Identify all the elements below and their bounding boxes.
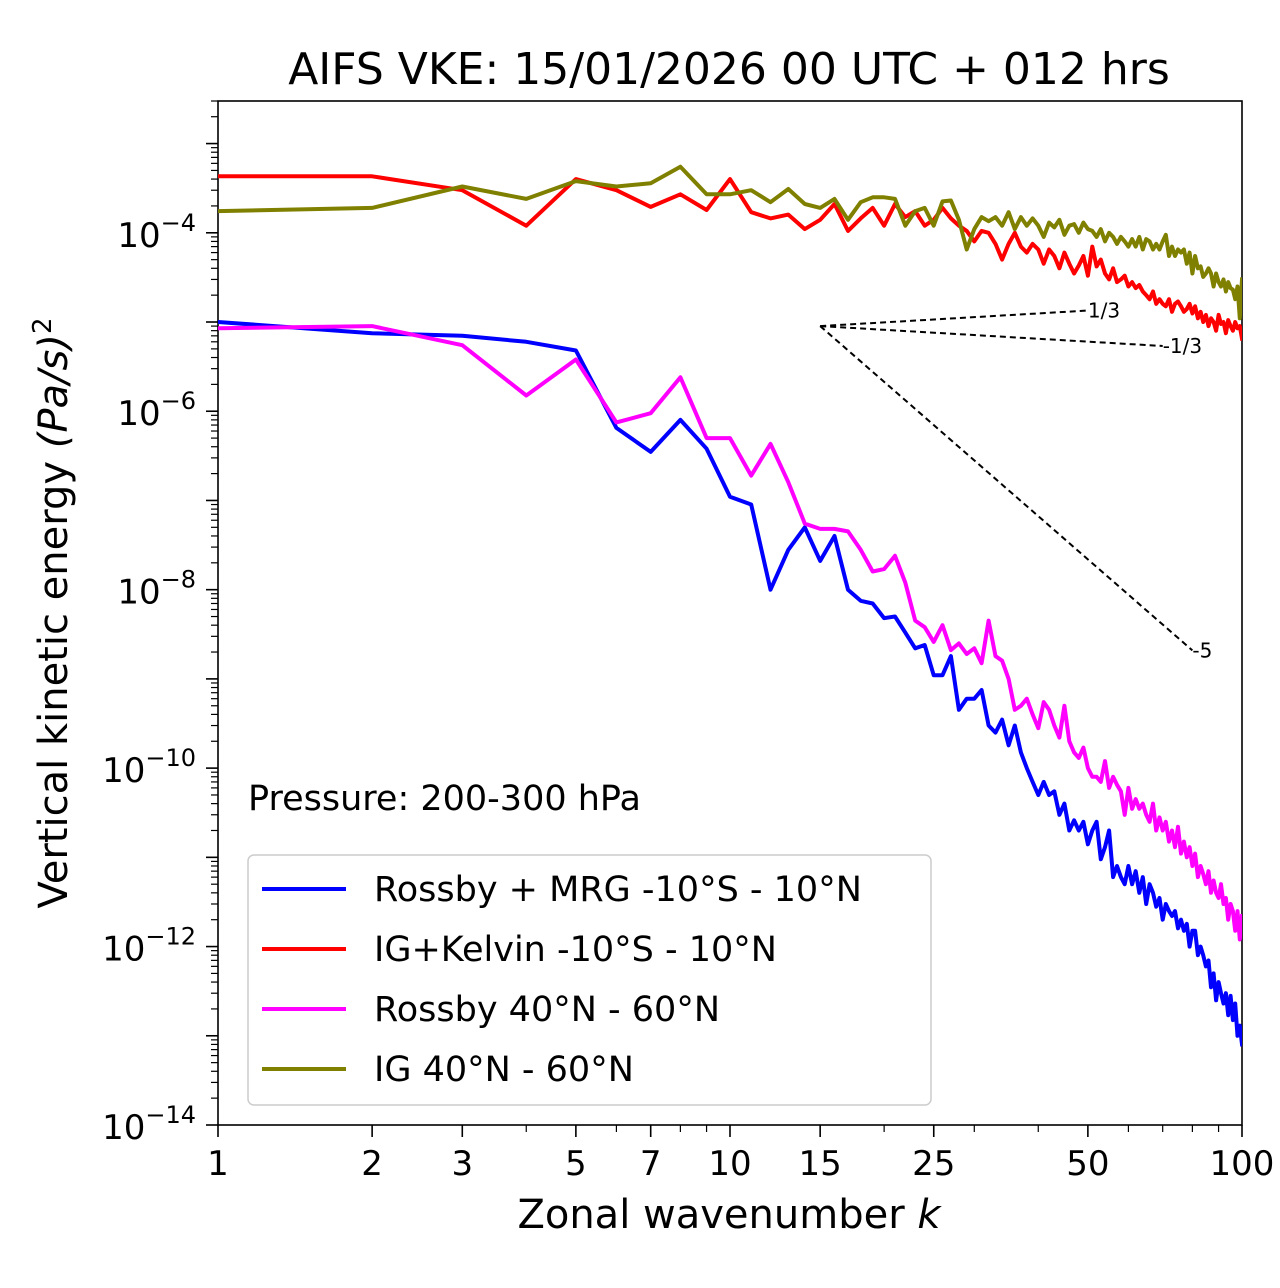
x-tick-label: 7: [640, 1144, 662, 1184]
x-tick-label: 100: [1210, 1144, 1275, 1184]
x-axis-label: Zonal wavenumber k: [517, 1192, 942, 1238]
y-tick-label: 10−4: [117, 209, 196, 256]
y-tick-exponent: −14: [145, 1101, 196, 1129]
legend-frame: [247, 854, 932, 1106]
y-tick-label: 10−6: [117, 387, 196, 434]
y-tick-label: 10−14: [102, 1101, 196, 1148]
x-axis-ticks: 1 2 3 5 7 10 15 25 50 100: [207, 1125, 1274, 1184]
x-tick-label: 3: [451, 1144, 473, 1184]
legend-label: IG 40°N - 60°N: [374, 1050, 634, 1090]
y-tick-label: 10−8: [117, 566, 196, 613]
y-axis-label-text: Vertical kinetic energy: [31, 461, 77, 909]
reference-line-label: -5: [1192, 638, 1212, 662]
legend-label: Rossby + MRG -10°S - 10°N: [374, 870, 862, 910]
reference-line: [820, 325, 1163, 347]
x-tick-label: 50: [1066, 1144, 1109, 1184]
x-tick-label: 10: [708, 1144, 751, 1184]
y-tick-exponent: −12: [145, 923, 196, 951]
y-tick-exponent: −6: [161, 387, 196, 415]
y-axis-label-exponent: 2: [28, 318, 58, 335]
y-tick-exponent: −8: [161, 566, 196, 594]
series-line: [218, 174, 1242, 342]
y-tick-base: 10: [117, 394, 160, 434]
reference-line: [820, 309, 1088, 328]
y-axis-label: Vertical kinetic energy (Pa/s)2: [28, 318, 77, 909]
x-tick-label: 15: [799, 1144, 842, 1184]
y-tick-base: 10: [117, 573, 160, 613]
reference-line: [819, 325, 1194, 652]
y-tick-base: 10: [102, 1108, 145, 1148]
reference-slope-lines: 1/3 -1/3 -5: [819, 299, 1212, 662]
y-tick-base: 10: [102, 930, 145, 970]
y-tick-exponent: −4: [161, 209, 196, 237]
pressure-annotation: Pressure: 200-300 hPa: [248, 779, 641, 819]
legend-label: IG+Kelvin -10°S - 10°N: [374, 930, 777, 970]
x-tick-label: 5: [565, 1144, 587, 1184]
x-tick-label: 2: [361, 1144, 383, 1184]
series-line: [218, 319, 1242, 1047]
x-tick-label: 25: [912, 1144, 955, 1184]
legend: Rossby + MRG -10°S - 10°N IG+Kelvin -10°S…: [247, 854, 932, 1106]
series-lines: [218, 164, 1242, 1047]
reference-line-label: -1/3: [1163, 334, 1202, 358]
y-axis-label-unit: (Pa/s): [31, 334, 77, 448]
series-line: [218, 164, 1242, 321]
y-tick-base: 10: [102, 751, 145, 791]
y-tick-base: 10: [117, 216, 160, 256]
legend-label: Rossby 40°N - 60°N: [374, 990, 720, 1030]
series-line: [218, 324, 1242, 942]
y-tick-label: 10−10: [102, 744, 196, 791]
reference-line-label: 1/3: [1088, 299, 1120, 323]
chart-title: AIFS VKE: 15/01/2026 00 UTC + 012 hrs: [288, 44, 1170, 95]
x-tick-label: 1: [207, 1144, 229, 1184]
x-axis-label-text: Zonal wavenumber: [517, 1192, 905, 1238]
x-axis-label-variable: k: [917, 1192, 942, 1238]
y-tick-label: 10−12: [102, 923, 196, 970]
y-tick-exponent: −10: [145, 744, 196, 772]
